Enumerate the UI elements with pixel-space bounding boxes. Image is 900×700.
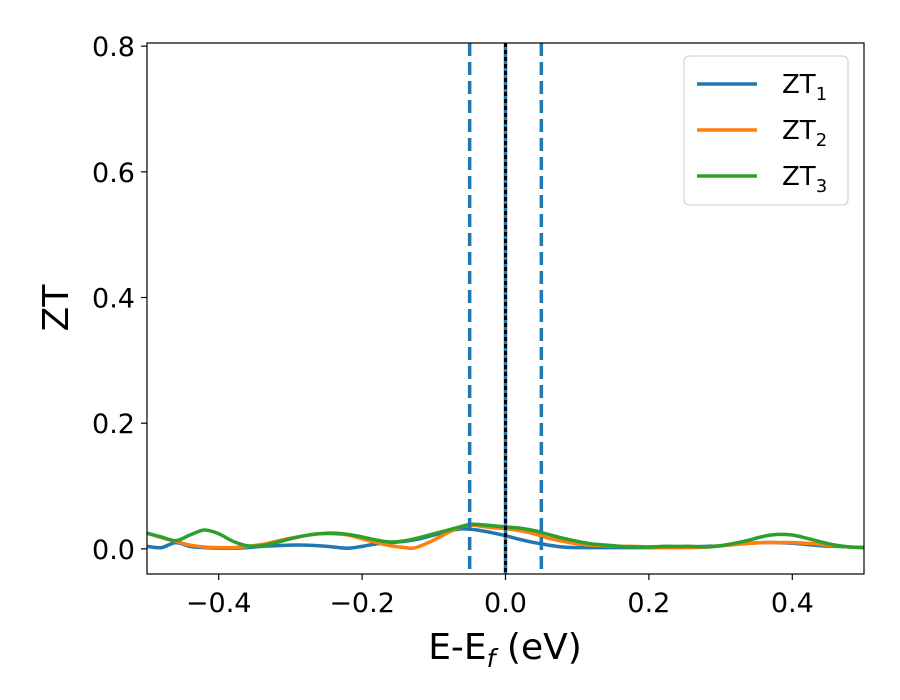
- y-tick-label: 0.6: [92, 158, 135, 189]
- x-tick-label: −0.4: [186, 588, 252, 619]
- x-tick-label: 0.2: [627, 588, 670, 619]
- x-axis-ticks: −0.4 −0.2 0.0 0.2 0.4: [186, 574, 814, 619]
- x-tick-label: 0.4: [771, 588, 814, 619]
- x-tick-label: −0.2: [329, 588, 395, 619]
- y-axis-label: ZT: [36, 284, 77, 332]
- y-tick-label: 0.4: [92, 284, 135, 315]
- legend-box: [683, 55, 849, 206]
- legend-label-main: ZT: [782, 162, 816, 192]
- y-tick-label: 0.2: [92, 409, 135, 440]
- x-tick-label: 0.0: [484, 588, 527, 619]
- y-axis-ticks: 0.0 0.2 0.4 0.6 0.8: [92, 32, 147, 566]
- legend-label-subscript: 1: [816, 84, 827, 105]
- legend-label-subscript: 3: [816, 176, 827, 197]
- legend-label-main: ZT: [782, 70, 816, 100]
- legend-label-3: ZT3: [782, 162, 827, 197]
- data-layer: [146, 43, 865, 574]
- legend-label-main: ZT: [782, 116, 816, 146]
- x-axis-label: E-Ef (eV): [428, 627, 582, 673]
- x-axis-label-main: E-E: [428, 627, 486, 668]
- legend-label-subscript: 2: [816, 130, 827, 151]
- legend-label-1: ZT1: [782, 70, 827, 105]
- y-tick-label: 0.0: [92, 535, 135, 566]
- x-axis-label-suffix: (eV): [495, 627, 581, 668]
- legend-label-2: ZT2: [782, 116, 827, 151]
- y-tick-label: 0.8: [92, 32, 135, 63]
- series-line-3: [146, 522, 865, 550]
